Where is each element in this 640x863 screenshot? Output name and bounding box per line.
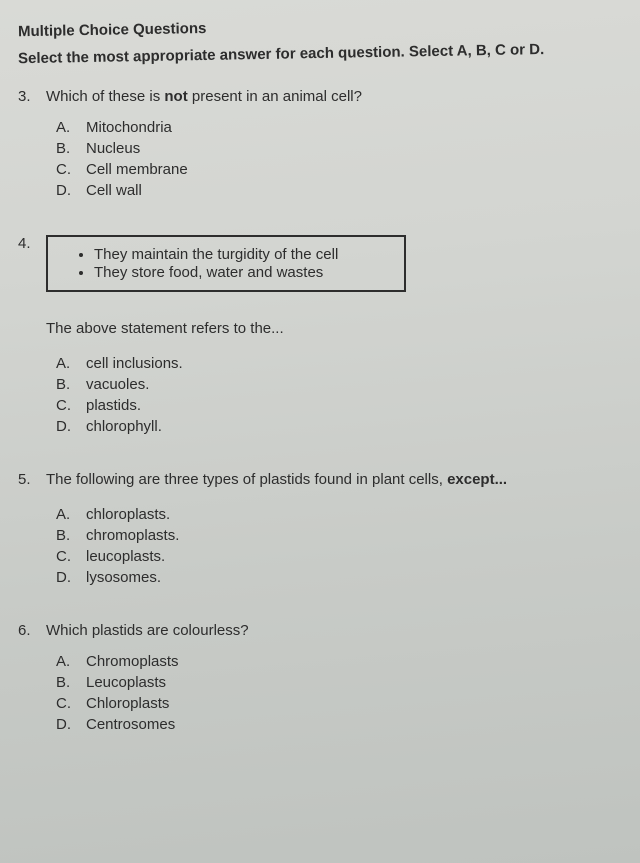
option-text: Cell membrane — [86, 161, 188, 178]
option-text: chlorophyll. — [86, 418, 162, 435]
option-d: D.chlorophyll. — [56, 418, 616, 435]
text-part: present in an animal cell? — [188, 88, 362, 105]
text-bold: not — [164, 88, 187, 105]
option-b: B.vacuoles. — [56, 376, 616, 393]
question-row: 4. They maintain the turgidity of the ce… — [18, 235, 616, 306]
option-text: cell inclusions. — [86, 355, 183, 372]
question-text: The following are three types of plastid… — [46, 471, 616, 488]
text-part: Which plastids are colourless? — [46, 622, 249, 639]
option-a: A.Chromoplasts — [56, 653, 616, 670]
option-text: lysosomes. — [86, 569, 161, 586]
option-letter: C. — [56, 548, 86, 565]
option-b: B.Nucleus — [56, 140, 616, 157]
option-d: D.Cell wall — [56, 182, 616, 199]
option-letter: C. — [56, 695, 86, 712]
question-number: 3. — [18, 88, 46, 105]
text-part: The following are three types of plastid… — [46, 471, 447, 488]
option-text: Mitochondria — [86, 119, 172, 136]
option-d: D.lysosomes. — [56, 569, 616, 586]
option-letter: A. — [56, 506, 86, 523]
option-a: A.chloroplasts. — [56, 506, 616, 523]
statement-box: They maintain the turgidity of the cell … — [46, 235, 406, 292]
options-list: A.Chromoplasts B.Leucoplasts C.Chloropla… — [56, 653, 616, 733]
question-row: 6. Which plastids are colourless? — [18, 622, 616, 639]
option-a: A.cell inclusions. — [56, 355, 616, 372]
page-title: Multiple Choice Questions — [18, 13, 616, 40]
option-text: Chromoplasts — [86, 653, 179, 670]
option-b: B.Leucoplasts — [56, 674, 616, 691]
question-4: 4. They maintain the turgidity of the ce… — [18, 235, 616, 435]
option-b: B.chromoplasts. — [56, 527, 616, 544]
question-number: 6. — [18, 622, 46, 639]
option-text: vacuoles. — [86, 376, 149, 393]
question-text: Which of these is not present in an anim… — [46, 88, 616, 105]
question-3: 3. Which of these is not present in an a… — [18, 88, 616, 199]
box-item: They store food, water and wastes — [94, 264, 386, 281]
option-c: C.Cell membrane — [56, 161, 616, 178]
option-text: plastids. — [86, 397, 141, 414]
text-part: Which of these is — [46, 88, 164, 105]
followup-text: The above statement refers to the... — [46, 320, 616, 337]
option-c: C.Chloroplasts — [56, 695, 616, 712]
options-list: A.chloroplasts. B.chromoplasts. C.leucop… — [56, 506, 616, 586]
option-a: A.Mitochondria — [56, 119, 616, 136]
option-letter: D. — [56, 418, 86, 435]
question-number: 5. — [18, 471, 46, 488]
option-text: chloroplasts. — [86, 506, 170, 523]
option-letter: D. — [56, 569, 86, 586]
option-letter: B. — [56, 674, 86, 691]
option-letter: C. — [56, 397, 86, 414]
question-6: 6. Which plastids are colourless? A.Chro… — [18, 622, 616, 733]
option-c: C.plastids. — [56, 397, 616, 414]
options-list: A.Mitochondria B.Nucleus C.Cell membrane… — [56, 119, 616, 199]
question-text: Which plastids are colourless? — [46, 622, 616, 639]
option-c: C.leucoplasts. — [56, 548, 616, 565]
box-item: They maintain the turgidity of the cell — [94, 246, 386, 263]
page-instruction: Select the most appropriate answer for e… — [18, 40, 616, 67]
option-letter: B. — [56, 376, 86, 393]
option-letter: C. — [56, 161, 86, 178]
option-text: Chloroplasts — [86, 695, 169, 712]
option-d: D.Centrosomes — [56, 716, 616, 733]
option-text: Cell wall — [86, 182, 142, 199]
option-text: Nucleus — [86, 140, 140, 157]
option-text: leucoplasts. — [86, 548, 165, 565]
question-row: 5. The following are three types of plas… — [18, 471, 616, 488]
option-letter: D. — [56, 182, 86, 199]
option-letter: B. — [56, 527, 86, 544]
option-letter: A. — [56, 119, 86, 136]
question-row: 3. Which of these is not present in an a… — [18, 88, 616, 105]
option-letter: A. — [56, 355, 86, 372]
option-letter: A. — [56, 653, 86, 670]
option-letter: B. — [56, 140, 86, 157]
option-text: Leucoplasts — [86, 674, 166, 691]
option-letter: D. — [56, 716, 86, 733]
option-text: chromoplasts. — [86, 527, 179, 544]
question-5: 5. The following are three types of plas… — [18, 471, 616, 586]
options-list: A.cell inclusions. B.vacuoles. C.plastid… — [56, 355, 616, 435]
text-bold: except... — [447, 471, 507, 488]
question-number: 4. — [18, 235, 46, 252]
option-text: Centrosomes — [86, 716, 175, 733]
